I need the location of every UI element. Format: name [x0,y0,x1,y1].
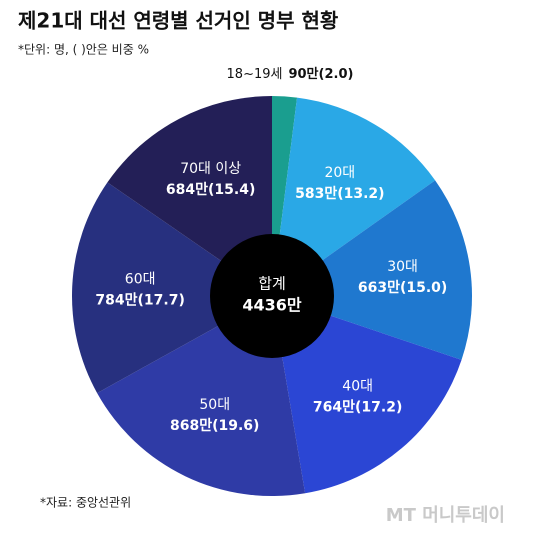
slice-value: 663만(15.0) [358,280,447,296]
count-label: 90만 [288,66,318,82]
value-label: (17.2) [355,399,402,415]
total-title: 합계 [258,275,286,293]
slice [71,182,272,394]
category-label: 60대 [125,272,156,288]
count-label: 583만 [295,186,337,202]
count-label: 784만 [95,293,137,309]
category-label: 50대 [199,397,230,413]
slice-label: 18~19세 90만(2.0) [227,66,354,82]
slice-value: 784만(17.7) [95,293,184,309]
slice [272,180,472,360]
slice-value: 684만(15.4) [166,182,255,198]
value-label: (15.4) [208,182,255,198]
category-label: 18~19세 [227,67,283,82]
slice [107,96,272,296]
category-label: 70대 이상 [180,161,241,177]
slice-value: 868만(19.6) [170,418,259,434]
chart-subtitle: *단위: 명, ( )안은 비중 % [18,43,149,57]
value-label: (13.2) [337,186,384,202]
category-label: 40대 [342,378,373,394]
slice [272,97,436,296]
total-label: 4436만 [242,296,302,315]
value-label: (19.6) [212,418,259,434]
count-label: 663만 [358,280,400,296]
center-circle [210,234,334,358]
chart-title: 제21대 대선 연령별 선거인 명부 현황 [18,9,339,33]
value-label: (15.0) [400,280,447,296]
value-label: (17.7) [138,293,185,309]
slice [272,296,462,494]
count-label: 764만 [313,399,355,415]
slice-value: 764만(17.2) [313,399,402,415]
category-label: 20대 [324,165,355,181]
count-label: 684만 [166,182,208,198]
watermark: MT 머니투데이 [386,505,505,526]
count-label: 868만 [170,418,212,434]
source: *자료: 중앙선관위 [40,496,131,510]
value-label: (2.0) [319,67,354,82]
slice-value: 583만(13.2) [295,186,384,202]
category-label: 30대 [387,259,418,275]
